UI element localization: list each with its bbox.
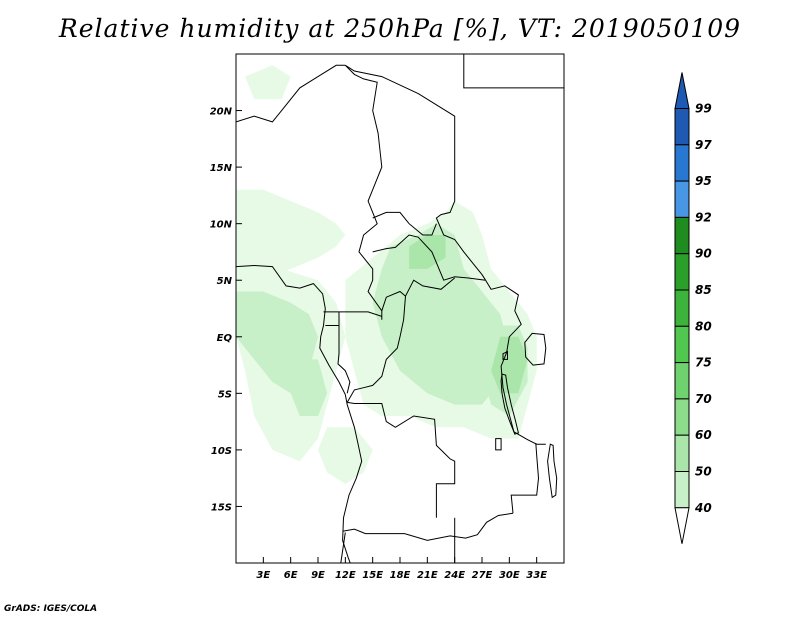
- colorbar-bottom-triangle: [674, 507, 690, 544]
- colorbar-label: 92: [695, 210, 712, 224]
- colorbar-segment: [674, 144, 690, 182]
- colorbar-segment: [674, 471, 690, 509]
- humidity-fill-layer: [236, 65, 537, 484]
- map-title: Relative humidity at 250hPa [%], VT: 201…: [58, 14, 742, 43]
- humidity-area-north-west-sahel-band: [236, 189, 346, 281]
- longitude-axis: 3E 6E 9E 12E 15E 18E 21E 24E 27E 30E 33E: [256, 557, 547, 581]
- longitude-tick-label: 27E: [472, 570, 493, 581]
- colorbar-segment: [674, 289, 690, 327]
- humidity-area-darker-core-east: [491, 336, 528, 394]
- country-border: [485, 279, 522, 432]
- colorbar-label: 40: [694, 501, 712, 515]
- colorbar-segment: [674, 398, 690, 436]
- humidity-area-darker-core-north: [409, 235, 446, 269]
- humidity-area-sahara-patch: [245, 65, 291, 100]
- colorbar-segment: [674, 362, 690, 400]
- country-border: [323, 311, 382, 317]
- country-border: [236, 64, 346, 123]
- colorbar-segment: [674, 325, 690, 364]
- latitude-tick-label: EQ: [217, 333, 233, 344]
- colorbar-label: 60: [695, 428, 712, 442]
- country-border: [342, 512, 514, 541]
- latitude-tick-label: 15N: [210, 163, 233, 174]
- latitude-axis: 20N 15N 10N 5N EQ 5S 10S 15S: [210, 107, 242, 513]
- longitude-tick-label: 12E: [335, 570, 356, 581]
- colorbar-segment: [674, 434, 690, 473]
- longitude-tick-label: 15E: [362, 570, 383, 581]
- country-border: [513, 431, 546, 445]
- longitude-tick-label: 30E: [499, 570, 520, 581]
- longitude-tick-label: 3E: [256, 570, 270, 581]
- colorbar-label: 70: [695, 392, 712, 406]
- colorbar-label: 75: [695, 356, 712, 370]
- colorbar-segment: [674, 180, 690, 218]
- colorbar-segment: [674, 253, 690, 291]
- longitude-tick-label: 18E: [390, 570, 411, 581]
- country-border: [344, 64, 383, 320]
- latitude-tick-label: 15S: [211, 502, 232, 513]
- colorbar-label: 80: [695, 319, 712, 333]
- colorbar-label: 50: [695, 465, 712, 479]
- country-border: [340, 532, 346, 563]
- longitude-tick-label: 21E: [417, 570, 438, 581]
- colorbar-label: 99: [695, 102, 712, 116]
- colorbar-top-triangle: [674, 72, 690, 109]
- country-border: [345, 64, 487, 281]
- lake-outline: [502, 350, 508, 360]
- humidity-area-central-belt: [372, 223, 510, 405]
- grads-credit: GrADS: IGES/COLA: [4, 604, 98, 614]
- colorbar-label: 85: [695, 283, 712, 297]
- country-border: [346, 296, 406, 403]
- latitude-tick-label: 5S: [218, 389, 232, 400]
- lake-outline: [495, 438, 502, 451]
- humidity-area-angola-patch: [318, 427, 373, 484]
- country-border: [347, 401, 456, 518]
- country-border: [372, 234, 486, 281]
- lake-outline: [500, 373, 519, 435]
- humidity-area-western-coast-patch: [290, 359, 328, 416]
- latitude-tick-label: 20N: [210, 107, 233, 118]
- latitude-tick-label: 10S: [211, 446, 232, 457]
- longitude-tick-label: 6E: [284, 570, 298, 581]
- colorbar-label: 97: [695, 138, 712, 152]
- country-border: [510, 443, 540, 514]
- lake-outline: [547, 443, 558, 499]
- colorbar-segment: [674, 108, 690, 146]
- country-border: [463, 54, 564, 89]
- coastline: [236, 264, 363, 563]
- country-border: [381, 277, 456, 311]
- longitude-tick-label: 24E: [444, 570, 465, 581]
- lake-outline: [524, 332, 547, 366]
- colorbar-label: 90: [695, 247, 712, 261]
- latitude-tick-label: 10N: [210, 220, 233, 231]
- longitude-tick-label: 33E: [526, 570, 547, 581]
- colorbar-label: 95: [695, 174, 712, 188]
- country-border: [372, 211, 437, 236]
- longitude-tick-label: 9E: [311, 570, 325, 581]
- geography-layer: [236, 54, 564, 563]
- latitude-tick-label: 5N: [217, 276, 233, 287]
- colorbar-legend: 99 97 95 92 90 85 80 75 70 60 50 40: [674, 72, 712, 544]
- colorbar-segment: [674, 216, 690, 255]
- country-border: [337, 325, 351, 394]
